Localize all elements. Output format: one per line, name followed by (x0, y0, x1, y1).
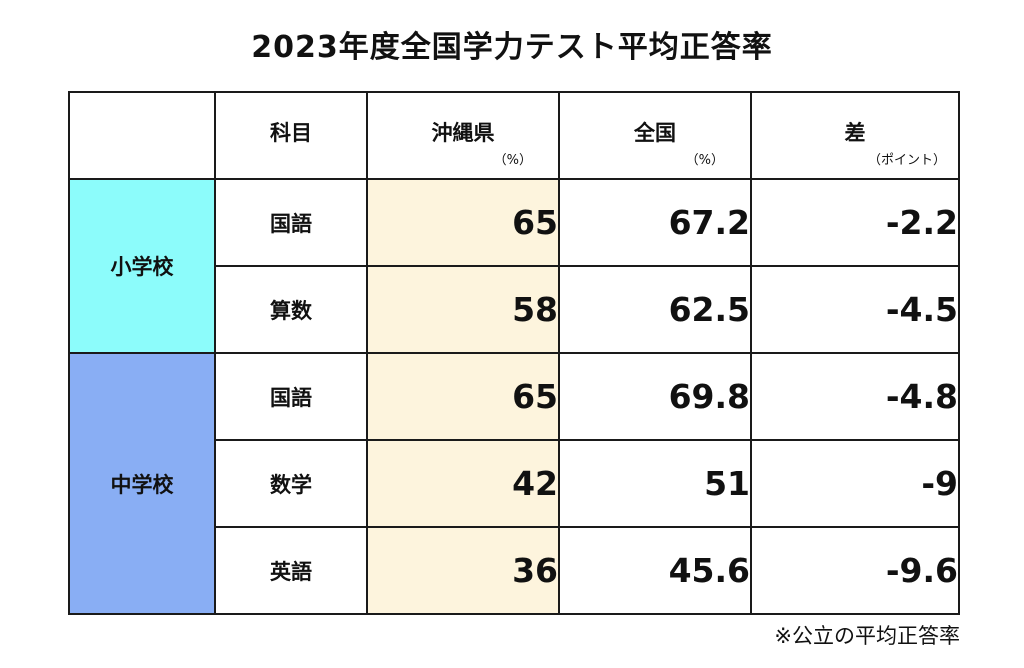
diff-value: -4.5 (750, 265, 960, 354)
table-row: 小学校 国語 65 67.2 -2.2 (68, 178, 960, 354)
header-diff-unit: （ポイント） (867, 153, 946, 168)
page-title: 2023年度全国学力テスト平均正答率 (251, 30, 773, 65)
header-national-unit: （%） (685, 153, 724, 168)
table-row: 英語 36 45.6 -9.6 (69, 526, 960, 615)
score-table: 科目 沖縄県 （%） 全国 （%） 差 （ポイント） 小学校 国語 65 67.… (68, 91, 960, 615)
okinawa-value: 42 (366, 439, 560, 528)
subject-cell: 数学 (214, 439, 368, 528)
diff-value: -4.8 (750, 352, 960, 441)
table-row: 算数 58 62.5 -4.5 (69, 265, 960, 354)
diff-value: -2.2 (750, 178, 960, 267)
okinawa-value: 36 (366, 526, 560, 615)
diff-value: -9.6 (750, 526, 960, 615)
header-okinawa-unit: （%） (493, 153, 532, 168)
okinawa-value: 65 (366, 178, 560, 267)
header-okinawa-label: 沖縄県 (431, 121, 495, 145)
subject-cell: 国語 (214, 178, 368, 267)
header-subject: 科目 (214, 91, 368, 180)
school-junior-high: 中学校 (68, 352, 216, 615)
national-value: 51 (558, 439, 752, 528)
header-diff-label: 差 (844, 121, 866, 145)
header-diff: 差 （ポイント） (750, 91, 960, 180)
table-row: 数学 42 51 -9 (69, 439, 960, 528)
national-value: 62.5 (558, 265, 752, 354)
national-value: 69.8 (558, 352, 752, 441)
subject-cell: 算数 (214, 265, 368, 354)
subject-cell: 英語 (214, 526, 368, 615)
header-empty-cell (68, 91, 216, 180)
school-elementary: 小学校 (68, 178, 216, 354)
diff-value: -9 (750, 439, 960, 528)
header-subject-label: 科目 (270, 121, 312, 145)
okinawa-value: 65 (366, 352, 560, 441)
footnote: ※公立の平均正答率 (774, 624, 960, 648)
header-national-label: 全国 (634, 121, 676, 145)
header-national: 全国 （%） (558, 91, 752, 180)
national-value: 67.2 (558, 178, 752, 267)
okinawa-value: 58 (366, 265, 560, 354)
header-row: 科目 沖縄県 （%） 全国 （%） 差 （ポイント） (68, 91, 960, 180)
subject-cell: 国語 (214, 352, 368, 441)
national-value: 45.6 (558, 526, 752, 615)
header-okinawa: 沖縄県 （%） (366, 91, 560, 180)
table-row: 中学校 国語 65 69.8 -4.8 (68, 352, 960, 615)
